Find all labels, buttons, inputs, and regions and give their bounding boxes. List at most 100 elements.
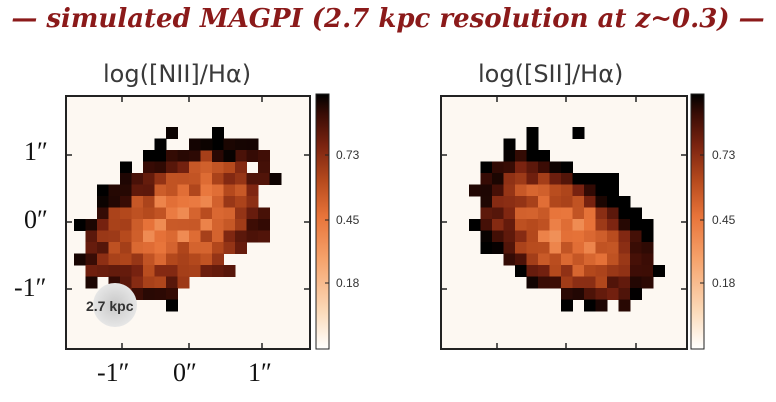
map-pixel	[480, 161, 493, 174]
map-pixel	[177, 161, 190, 174]
map-pixel	[166, 173, 178, 185]
panel1-x-tick-minus1: -1″	[97, 358, 130, 387]
map-pixel	[480, 184, 493, 197]
map-pixel	[154, 184, 167, 197]
map-pixel	[595, 196, 608, 208]
map-pixel	[85, 219, 98, 231]
map-pixel	[166, 150, 178, 162]
map-pixel	[177, 184, 190, 197]
map-pixel	[503, 219, 516, 231]
map-pixel	[618, 219, 631, 231]
map-pixel	[630, 276, 642, 289]
map-pixel	[154, 173, 167, 185]
map-pixel	[166, 265, 178, 277]
map-pixel	[561, 184, 573, 197]
map-pixel	[108, 184, 121, 197]
map-pixel	[469, 184, 481, 197]
map-pixel	[572, 173, 585, 185]
map-pixel	[200, 253, 213, 266]
panel1-tick-marks	[66, 96, 310, 349]
map-pixel	[85, 253, 98, 266]
map-pixel	[526, 242, 539, 254]
map-pixel	[246, 138, 259, 151]
map-pixel	[561, 276, 573, 289]
map-pixel	[269, 173, 282, 185]
map-pixel	[131, 276, 144, 289]
map-pixel	[630, 207, 642, 220]
map-pixel	[177, 253, 190, 266]
map-pixel	[177, 276, 190, 289]
map-pixel	[189, 230, 201, 243]
map-pixel	[212, 196, 224, 208]
map-pixel	[166, 242, 178, 254]
map-pixel	[607, 265, 619, 277]
map-pixel	[526, 219, 539, 231]
panel1-y-tick-1: 1″	[24, 137, 48, 166]
map-pixel	[131, 196, 144, 208]
map-pixel	[189, 196, 201, 208]
map-pixel	[549, 196, 562, 208]
map-pixel	[143, 288, 155, 300]
map-pixel	[630, 242, 642, 254]
map-pixel	[189, 207, 201, 220]
map-pixel	[595, 230, 608, 243]
map-pixel	[131, 207, 144, 220]
map-pixel	[143, 219, 155, 231]
map-pixel	[641, 230, 654, 243]
map-pixel	[480, 230, 493, 243]
map-pixel	[143, 253, 155, 266]
map-pixel	[97, 242, 109, 254]
map-pixel	[223, 161, 236, 174]
map-pixel	[572, 288, 585, 300]
panel1-title: log([NII]/Hα)	[103, 60, 252, 88]
map-pixel	[212, 138, 224, 151]
map-pixel	[641, 242, 654, 254]
map-pixel	[166, 161, 178, 174]
map-pixel	[189, 173, 201, 185]
map-pixel	[492, 184, 504, 197]
panel1-cbar-label-low: 0.18	[336, 276, 360, 290]
panel1-cbar-label-top: 0.73	[336, 148, 360, 162]
map-pixel	[561, 196, 573, 208]
map-pixel	[595, 276, 608, 289]
map-pixel	[212, 230, 224, 243]
map-pixel	[212, 265, 224, 277]
map-pixel	[177, 150, 190, 162]
map-pixel	[515, 173, 527, 185]
map-pixel	[223, 173, 236, 185]
map-pixel	[120, 230, 132, 243]
map-pixel	[549, 207, 562, 220]
panel2-colorbar-ticks	[700, 154, 704, 284]
map-pixel	[595, 265, 608, 277]
map-pixel	[561, 207, 573, 220]
map-pixel	[97, 230, 109, 243]
map-pixel	[549, 161, 562, 174]
panel1-colorbar-ticks	[325, 154, 329, 284]
map-pixel	[85, 265, 98, 277]
map-pixel	[584, 265, 596, 277]
map-pixel	[503, 138, 516, 151]
map-pixel	[131, 219, 144, 231]
map-pixel	[223, 265, 236, 277]
map-pixel	[561, 219, 573, 231]
map-pixel	[108, 196, 121, 208]
map-pixel	[120, 161, 132, 174]
map-pixel	[258, 150, 270, 162]
map-pixel	[143, 207, 155, 220]
map-pixel	[223, 184, 236, 197]
map-pixel	[515, 161, 527, 174]
map-pixel	[189, 138, 201, 151]
map-pixel	[143, 276, 155, 289]
map-pixel	[630, 288, 642, 300]
map-pixel	[166, 288, 178, 300]
map-pixel	[526, 196, 539, 208]
map-pixel	[200, 150, 213, 162]
map-pixel	[120, 207, 132, 220]
map-pixel	[120, 219, 132, 231]
map-pixel	[561, 265, 573, 277]
map-pixel	[584, 242, 596, 254]
map-pixel	[584, 230, 596, 243]
map-pixel	[189, 161, 201, 174]
map-pixel	[618, 196, 631, 208]
